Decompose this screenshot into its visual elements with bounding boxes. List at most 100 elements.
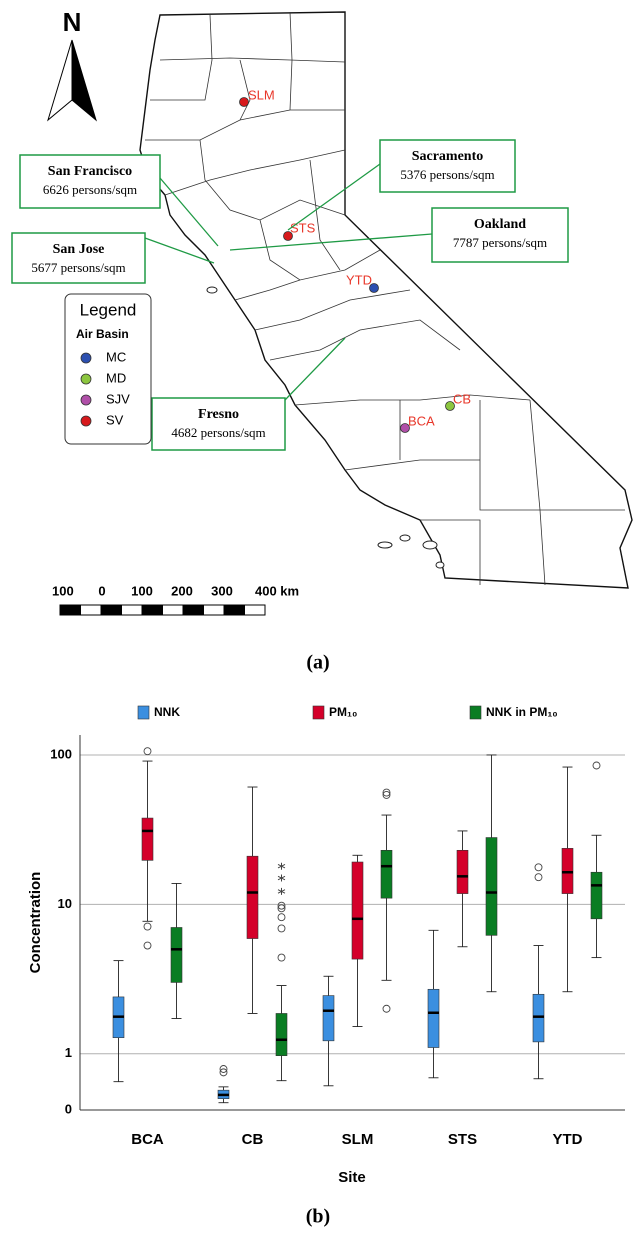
callout-box xyxy=(11,232,146,284)
legend-title: Legend xyxy=(80,300,137,319)
callout-city: San Francisco xyxy=(48,164,132,179)
scale-segment xyxy=(203,604,225,616)
outlier xyxy=(277,901,286,910)
islands xyxy=(206,286,445,569)
box xyxy=(141,817,154,861)
north-arrow xyxy=(47,39,97,122)
site-label: CB xyxy=(453,391,471,406)
extreme xyxy=(277,887,286,895)
outlier xyxy=(382,1004,391,1013)
box xyxy=(485,837,498,936)
scale-segment xyxy=(100,604,122,616)
scale-segment xyxy=(59,604,81,616)
legend-marker xyxy=(80,373,92,385)
legend-swatch xyxy=(312,705,325,720)
y-axis-label: Concentration xyxy=(27,872,44,974)
callout-box xyxy=(151,397,286,451)
outlier xyxy=(592,761,601,770)
site-label: YTD xyxy=(346,272,372,287)
callout-density: 7787 persons/sqm xyxy=(453,235,547,250)
outlier xyxy=(534,873,543,882)
legend-label: NNK xyxy=(154,705,180,719)
scale-segment xyxy=(244,604,266,616)
scale-segment xyxy=(223,604,245,616)
callout-density: 4682 persons/sqm xyxy=(171,425,265,440)
scale-label: 100 xyxy=(52,583,74,598)
caption: (b) xyxy=(306,1206,330,1228)
x-tick-label: SLM xyxy=(342,1131,374,1148)
state-outline xyxy=(139,11,633,589)
scale-label: 0 xyxy=(98,583,105,598)
scale-label: 100 xyxy=(131,583,153,598)
scale-segment xyxy=(141,604,163,616)
north-label: N xyxy=(63,7,82,37)
x-tick-label: YTD xyxy=(553,1131,583,1148)
legend-label: SJV xyxy=(106,391,130,406)
box xyxy=(590,871,603,920)
site-marker xyxy=(445,401,455,411)
county-lines xyxy=(145,11,625,586)
y-tick-label: 100 xyxy=(50,746,72,761)
y-tick-label: 0 xyxy=(65,1101,72,1116)
callout-leader xyxy=(287,163,381,231)
legend-box xyxy=(64,293,152,445)
box xyxy=(351,861,364,960)
legend-label: SV xyxy=(106,412,124,427)
legend-label: MD xyxy=(106,370,126,385)
legend-marker xyxy=(80,415,92,427)
site-label: BCA xyxy=(408,413,435,428)
legend-swatch xyxy=(469,705,482,720)
outlier xyxy=(277,953,286,962)
callout-leader xyxy=(159,177,219,247)
outlier xyxy=(219,1065,228,1073)
scale-segment xyxy=(121,604,143,616)
site-marker xyxy=(400,423,410,433)
scale-label: 300 xyxy=(211,583,233,598)
callout-density: 6626 persons/sqm xyxy=(43,182,137,197)
outlier xyxy=(277,913,286,922)
box xyxy=(322,995,335,1042)
box xyxy=(427,988,440,1048)
callout-city: Sacramento xyxy=(412,149,484,164)
legend-marker xyxy=(80,394,92,406)
outlier xyxy=(143,922,152,931)
x-tick-label: CB xyxy=(242,1131,264,1148)
outlier xyxy=(382,790,391,799)
legend-subtitle: Air Basin xyxy=(76,327,129,341)
callout-box xyxy=(19,154,161,209)
x-axis-label: Site xyxy=(338,1169,366,1186)
outlier xyxy=(534,863,543,872)
callout-density: 5677 persons/sqm xyxy=(31,260,125,275)
box xyxy=(532,993,545,1043)
box xyxy=(170,927,183,983)
box xyxy=(380,849,393,899)
site-marker xyxy=(369,283,379,293)
box xyxy=(275,1013,288,1056)
site-marker xyxy=(239,97,249,107)
callout-city: San Jose xyxy=(53,242,105,257)
callout-box xyxy=(431,207,569,263)
caption: (a) xyxy=(306,652,329,674)
y-tick-label: 1 xyxy=(65,1045,72,1060)
scale-label: 400 km xyxy=(255,583,299,598)
legend-label: PM₁₀ xyxy=(329,705,357,719)
map xyxy=(47,11,633,589)
outlier xyxy=(277,924,286,933)
callout-leader xyxy=(284,337,346,401)
site-label: STS xyxy=(290,220,316,235)
callout-city: Fresno xyxy=(198,407,239,422)
box xyxy=(561,848,574,894)
extreme xyxy=(277,862,286,870)
outlier xyxy=(219,1068,228,1077)
y-tick-label: 10 xyxy=(58,896,72,911)
outlier xyxy=(277,904,286,913)
callout-leader xyxy=(144,237,215,264)
x-tick-label: BCA xyxy=(131,1131,164,1148)
scale-segment xyxy=(182,604,204,616)
callout-box xyxy=(379,139,516,193)
legend-swatch xyxy=(137,705,150,720)
outlier xyxy=(382,788,391,797)
site-marker xyxy=(283,231,293,241)
outlier xyxy=(143,747,152,756)
